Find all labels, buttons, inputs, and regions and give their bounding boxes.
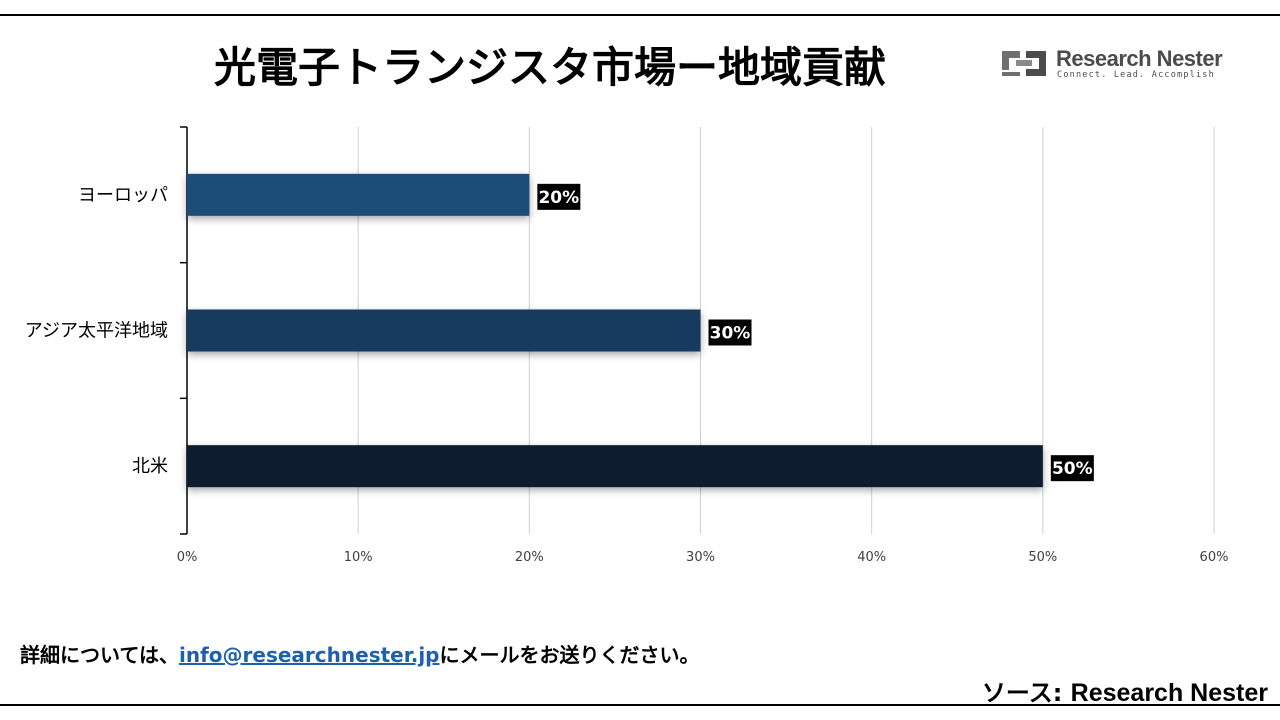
y-axis <box>180 126 188 535</box>
data-label: 50% <box>1052 459 1093 479</box>
data-label-box <box>1050 455 1094 482</box>
x-tick-label: 10% <box>344 550 373 565</box>
category-label: アジア太平洋地域 <box>25 321 168 342</box>
footer-contact-note: 詳細については、info@researchnester.jpにメールをお送りくだ… <box>20 639 700 668</box>
source-name: Research Nester <box>1070 679 1268 707</box>
data-label: 30% <box>710 324 751 344</box>
category-label: ヨーロッパ <box>78 185 168 206</box>
x-tick-label: 0% <box>177 550 198 565</box>
x-tick-label: 50% <box>1028 550 1057 565</box>
source-credit: ソース: Research Nester <box>982 673 1268 708</box>
labels: 0% 10% 20% 30% 40% 50% 60% ヨーロッパ 20% アジア太平洋地域 30% 北… <box>25 183 1229 565</box>
category-label: 北米 <box>132 456 168 477</box>
data-label: 20% <box>538 188 579 208</box>
bar <box>187 445 1043 488</box>
page-title: 光電子トランジスタ市場ー地域貢献 <box>213 43 886 92</box>
data-label-box <box>537 183 581 210</box>
footer-suffix: にメールをお送りください。 <box>439 643 700 667</box>
source-label: ソース: <box>981 679 1063 707</box>
logo-brand-text: Research Nester <box>1056 46 1223 71</box>
footer-prefix: 詳細については、 <box>20 643 179 667</box>
bar <box>187 309 701 352</box>
logo-tagline: Connect. Lead. Accomplish <box>1057 70 1215 80</box>
bar-chart: 0% 10% 20% 30% 40% 50% 60% ヨーロッパ 20% アジア太平洋地域 30% 北… <box>25 126 1229 565</box>
data-label-box <box>708 319 752 346</box>
x-tick-label: 40% <box>857 550 886 565</box>
bar <box>187 173 530 216</box>
x-tick-label: 20% <box>515 550 544 565</box>
research-nester-logo: Research Nester Connect. Lead. Accomplis… <box>998 44 1228 84</box>
bars <box>187 173 1043 488</box>
email-link[interactable]: info@researchnester.jp <box>179 643 440 667</box>
bottom-rule <box>0 704 1280 706</box>
x-tick-label: 30% <box>686 550 715 565</box>
x-tick-label: 60% <box>1200 550 1229 565</box>
logo-mark-icon <box>1002 51 1046 76</box>
top-rule <box>0 14 1280 16</box>
